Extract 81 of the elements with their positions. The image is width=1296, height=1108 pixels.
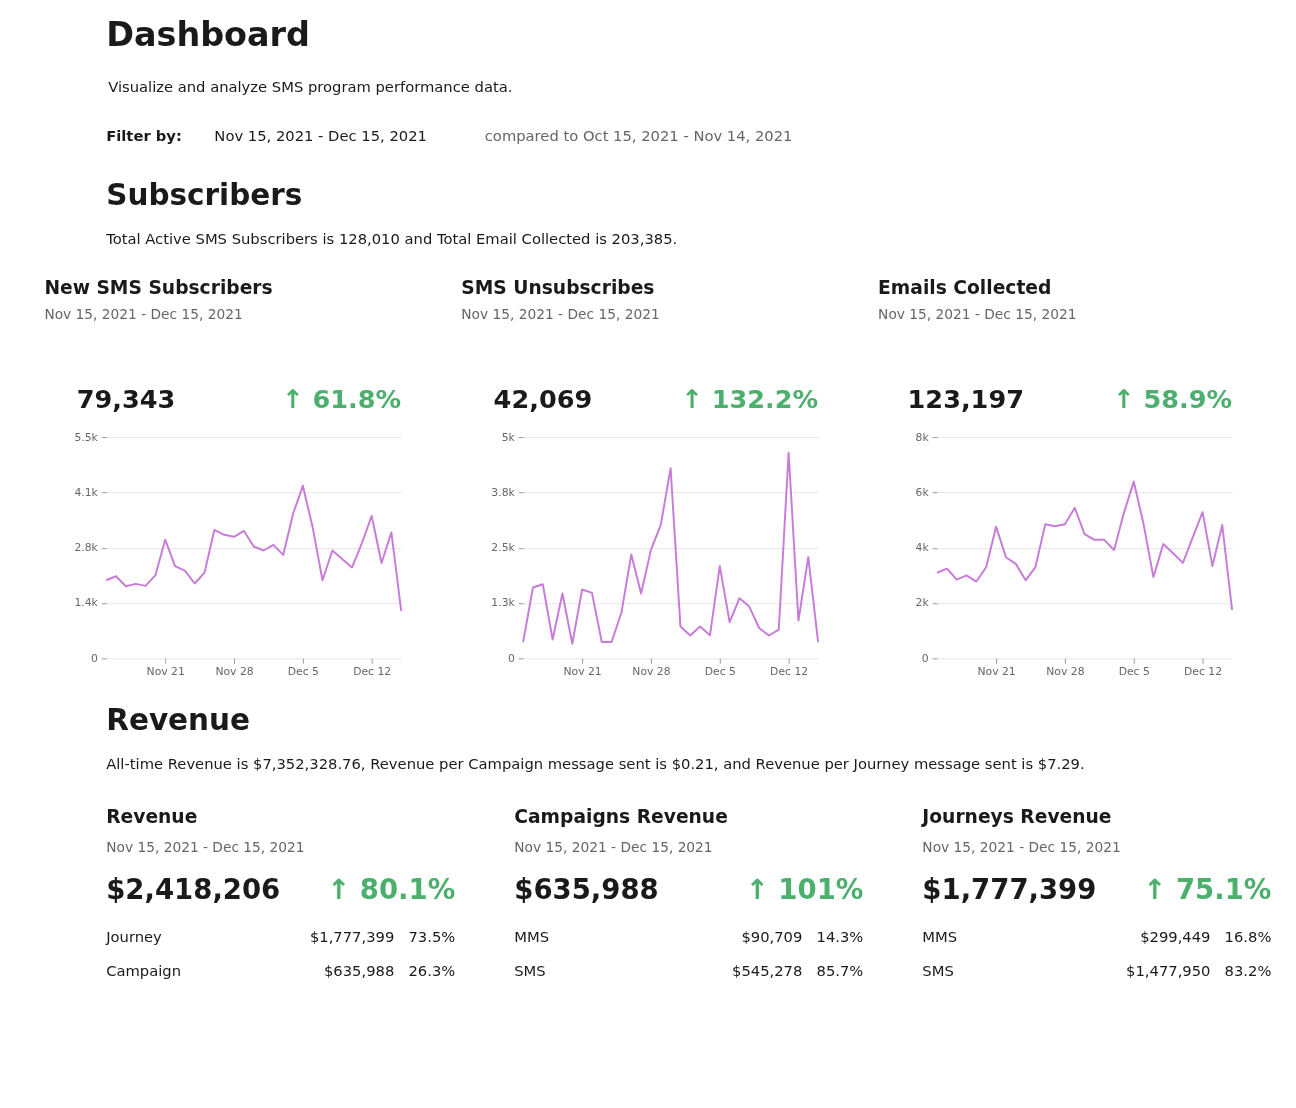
chart-title: SMS Unsubscribes [461, 277, 655, 299]
text: Campaign [106, 961, 182, 979]
text: 83.2% [1224, 961, 1272, 979]
y-tick-label: 1.3k [491, 596, 516, 610]
y-tick-label: 0 [921, 651, 929, 665]
text: SMS [922, 961, 954, 979]
text: Revenue [106, 805, 198, 827]
chart-subtitle: Nov 15, 2021 - Dec 15, 2021 [461, 306, 660, 323]
text: ↑ 132.2% [681, 383, 819, 414]
x-tick-label: Nov 28 [632, 664, 671, 678]
y-tick-label: 2.8k [74, 541, 99, 555]
y-tick-label: 5k [501, 430, 516, 444]
text: MMS [514, 928, 550, 946]
text: $1,477,950 [1126, 961, 1211, 979]
text: Nov 15, 2021 - Dec 15, 2021 [514, 839, 713, 856]
y-tick-label: 3.8k [491, 485, 516, 499]
text: $1,777,399 [309, 928, 395, 946]
x-tick-label: Dec 5 [704, 664, 736, 678]
line-series [522, 451, 820, 645]
text: $635,988 [323, 961, 395, 979]
chart-title: Emails Collected [878, 277, 1052, 299]
text: Revenue [106, 703, 251, 738]
text: 14.3% [816, 928, 864, 946]
chart-subtitle: Nov 15, 2021 - Dec 15, 2021 [44, 306, 243, 323]
text: $545,278 [732, 961, 803, 979]
y-tick-label: 1.4k [74, 596, 99, 610]
y-tick-label: 4k [915, 541, 930, 555]
text: Nov 15, 2021 - Dec 15, 2021 [106, 839, 305, 856]
text: ↑ 80.1% [327, 873, 456, 906]
text: Nov 15, 2021 - Dec 15, 2021 [922, 839, 1121, 856]
text: Nov 15, 2021 - Dec 15, 2021 [214, 127, 427, 145]
text: Journeys Revenue [920, 805, 1112, 827]
text: 73.5% [408, 928, 456, 946]
x-tick-label: Nov 21 [146, 664, 185, 678]
text: 16.8% [1224, 928, 1272, 946]
text: Journey [105, 928, 163, 946]
x-tick-label: Nov 21 [563, 664, 602, 678]
text: compared to Oct 15, 2021 - Nov 14, 2021 [484, 127, 793, 145]
x-tick-label: Nov 28 [1046, 664, 1085, 678]
text: Dashboard [106, 14, 311, 54]
text: 42,069 [493, 383, 593, 414]
y-tick-label: 8k [915, 430, 930, 444]
text: Subscribers [106, 178, 303, 213]
x-tick-label: Dec 12 [353, 664, 392, 678]
y-tick-label: 0 [507, 651, 515, 665]
y-tick-label: 2k [915, 596, 930, 610]
y-tick-label: 4.1k [74, 485, 99, 499]
text: Visualize and analyze SMS program performance data. [108, 77, 513, 95]
text: 79,343 [76, 383, 176, 414]
x-tick-label: Nov 28 [215, 664, 254, 678]
text: 85.7% [816, 961, 864, 979]
text: ↑ 101% [745, 873, 864, 906]
text: 26.3% [408, 961, 456, 979]
x-tick-label: Dec 5 [1118, 664, 1150, 678]
chart-subtitle: Nov 15, 2021 - Dec 15, 2021 [878, 306, 1077, 323]
line-series [936, 480, 1234, 611]
x-tick-label: Nov 21 [977, 664, 1016, 678]
text: MMS [922, 928, 958, 946]
text: ↑ 58.9% [1113, 383, 1233, 414]
text: ↑ 75.1% [1143, 873, 1272, 906]
text: SMS [514, 961, 546, 979]
text: $299,449 [1140, 928, 1211, 946]
x-tick-label: Dec 5 [287, 664, 319, 678]
text: $2,418,206 [106, 873, 281, 906]
y-tick-label: 0 [90, 651, 98, 665]
text: All-time Revenue is $7,352,328.76, Revenue per Campaign message sent is $0.21, and Revenue per Journey message sent is $7.29. [106, 755, 1085, 773]
y-tick-label: 2.5k [491, 541, 516, 555]
x-tick-label: Dec 12 [770, 664, 809, 678]
y-tick-label: 5.5k [74, 430, 99, 444]
text: Total Active SMS Subscribers is 128,010 and Total Email Collected is 203,385. [105, 230, 678, 248]
text: $90,709 [741, 928, 803, 946]
text: 123,197 [907, 383, 1024, 414]
text: $635,988 [514, 873, 659, 906]
text: $1,777,399 [922, 873, 1097, 906]
text: ↑ 61.8% [282, 383, 402, 414]
text: Filter by: [106, 127, 182, 145]
line-series [105, 484, 403, 612]
x-tick-label: Dec 12 [1184, 664, 1223, 678]
text: Campaigns Revenue [514, 805, 728, 827]
y-tick-label: 6k [915, 485, 930, 499]
chart-title: New SMS Subscribers [44, 277, 273, 299]
